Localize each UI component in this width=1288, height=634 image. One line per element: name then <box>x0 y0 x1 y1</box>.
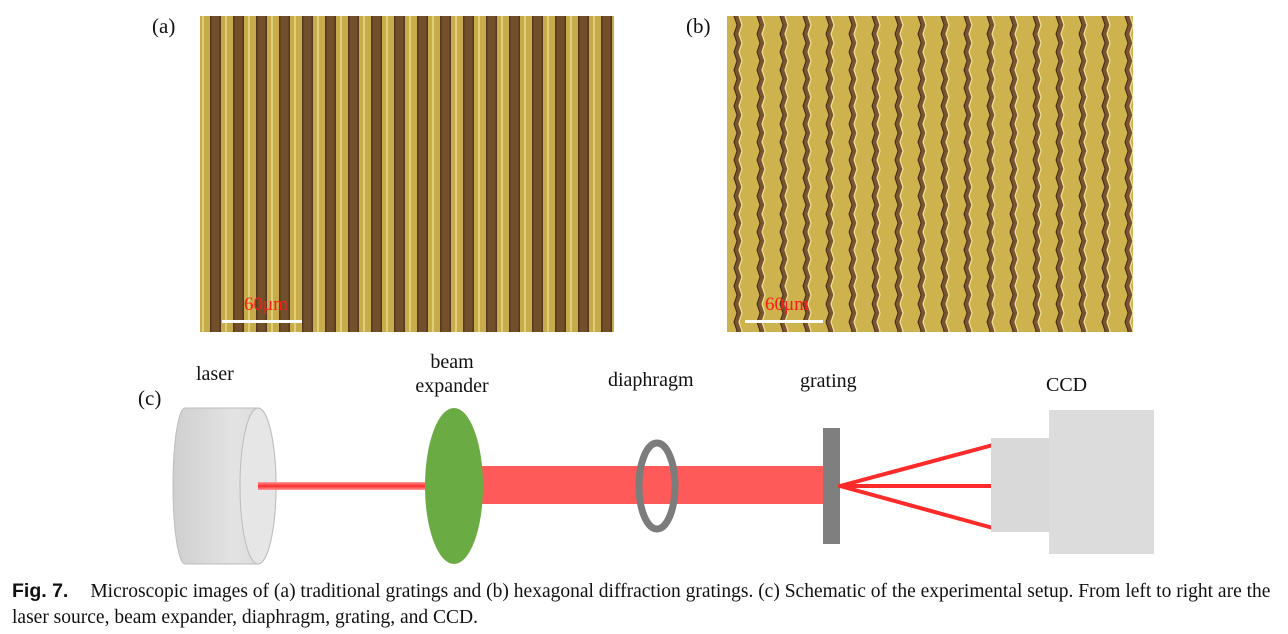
panel-a-label: (a) <box>152 14 176 38</box>
figure-caption: Fig. 7. Microscopic images of (a) traditi… <box>12 578 1284 631</box>
beam-expander-label-line1: beam <box>430 351 474 373</box>
scale-bar-b <box>745 320 823 323</box>
beam-expander-label: beam expander <box>410 350 494 398</box>
traditional-grating-image <box>200 16 614 332</box>
diffracted-beams <box>838 443 995 530</box>
laser-beam-expanded <box>455 466 835 504</box>
scale-label-a: 60μm <box>244 294 288 315</box>
panel-b-label: (b) <box>686 14 711 38</box>
laser-beam-thin <box>258 482 430 490</box>
experimental-setup-schematic <box>172 407 1154 565</box>
hexagonal-grating-micrograph: 60μm <box>727 16 1133 332</box>
laser-source <box>172 407 277 565</box>
scale-label-b: 60μm <box>765 294 809 315</box>
grating-label: grating <box>800 370 857 392</box>
grating-plate <box>823 428 840 544</box>
panel-c-label: (c) <box>138 386 162 410</box>
beam-expander-lens <box>425 408 483 564</box>
ccd-label: CCD <box>1046 374 1088 396</box>
hexagonal-grating-image <box>727 16 1133 332</box>
ccd-camera <box>991 410 1154 554</box>
diaphragm-ring <box>635 439 679 533</box>
caption-text: Microscopic images of (a) traditional gr… <box>12 581 1271 628</box>
traditional-grating-micrograph: 60μm <box>200 16 614 332</box>
scale-bar-a <box>222 320 302 323</box>
laser-label: laser <box>196 363 234 385</box>
beam-expander-label-line2: expander <box>415 375 489 397</box>
figure-number: Fig. 7. <box>12 580 69 602</box>
diaphragm-label: diaphragm <box>608 369 694 391</box>
